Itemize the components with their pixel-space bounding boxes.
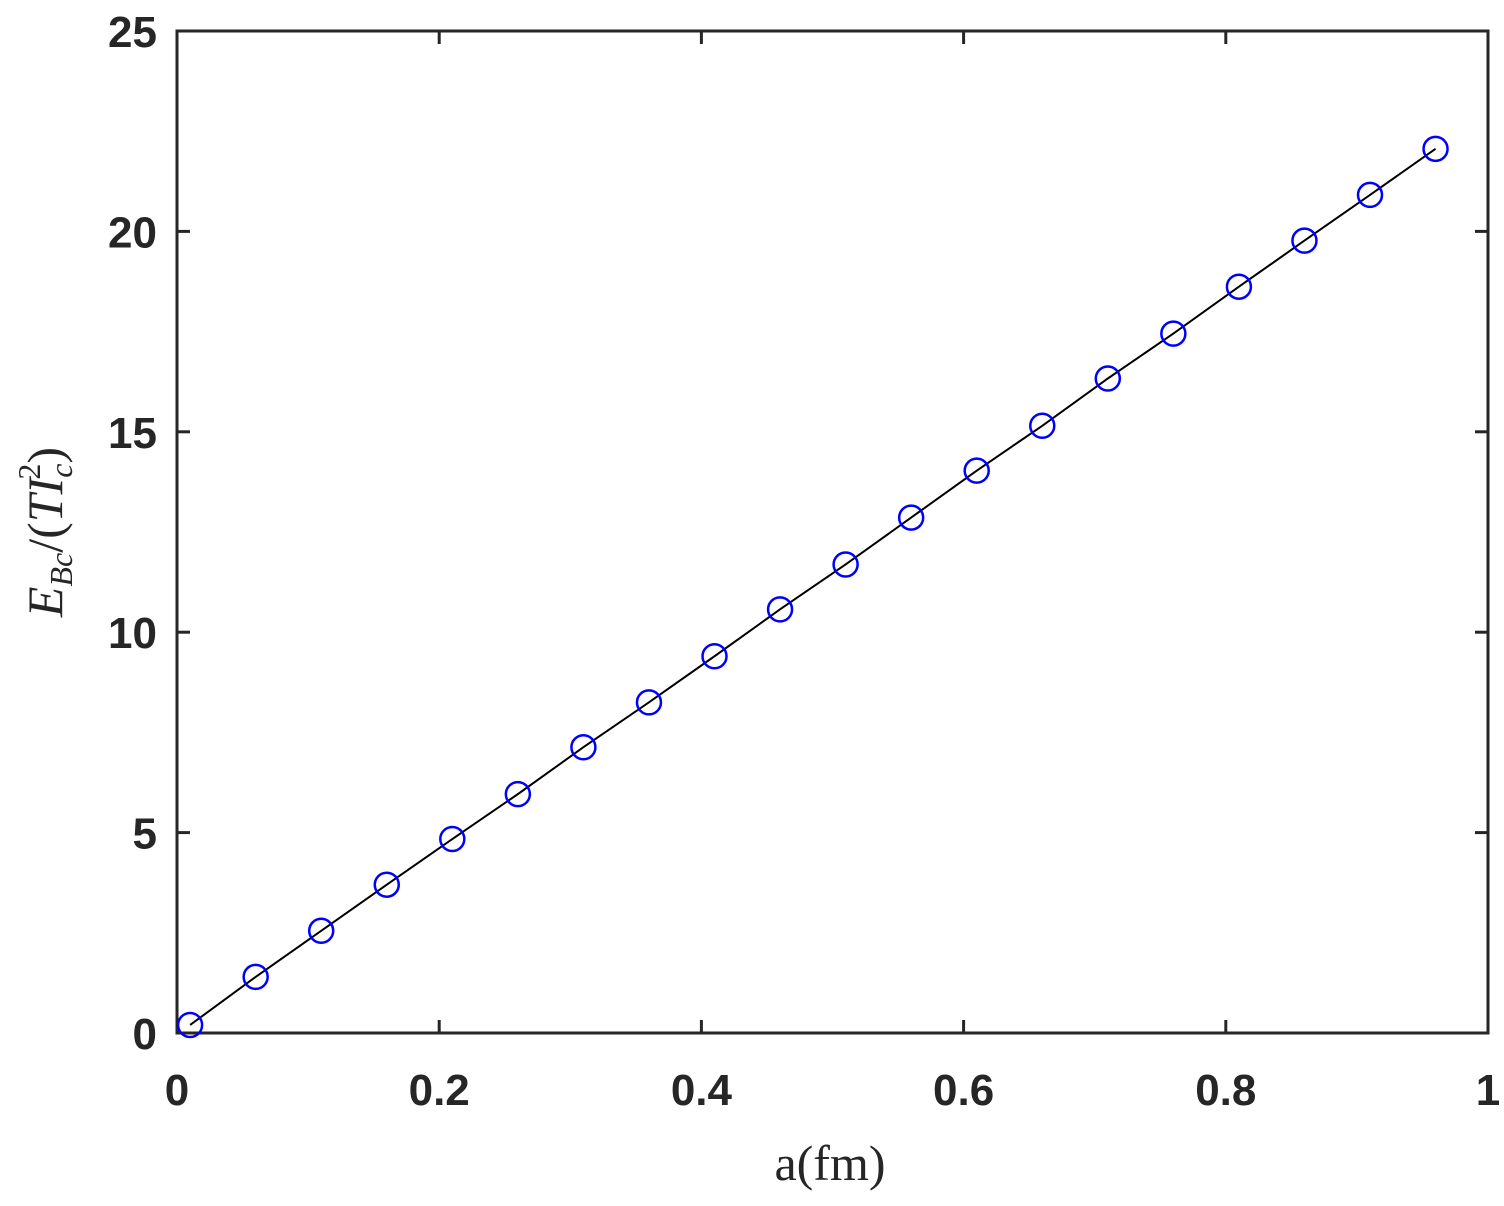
y-tick-label: 5 xyxy=(133,810,157,859)
data-point xyxy=(1225,273,1253,300)
data-point xyxy=(635,689,663,716)
data-point xyxy=(439,825,466,853)
data-point xyxy=(1291,227,1318,254)
y-tick-label: 10 xyxy=(108,609,157,658)
data-point xyxy=(373,871,401,898)
data-point xyxy=(504,780,532,808)
x-tick-label: 0.4 xyxy=(671,1066,733,1115)
x-tick-label: 0.6 xyxy=(933,1066,994,1115)
plot-area-frame xyxy=(175,29,1490,1035)
data-point xyxy=(897,504,925,531)
data-point xyxy=(1029,412,1056,440)
y-tick-label: 20 xyxy=(108,208,157,257)
data-point xyxy=(832,551,859,578)
x-tick-label: 0.2 xyxy=(409,1066,470,1115)
series-line xyxy=(189,148,1437,1026)
data-point xyxy=(1356,181,1384,209)
data-point xyxy=(242,963,269,991)
x-axis-label: a(fm) xyxy=(774,1135,885,1191)
y-tick-label: 15 xyxy=(108,409,157,458)
data-point xyxy=(570,733,597,761)
y-tick-label: 0 xyxy=(133,1010,157,1059)
y-axis-label: EBc/(TIc2) xyxy=(11,447,79,618)
data-point xyxy=(176,1011,204,1039)
x-tick-label: 0.8 xyxy=(1195,1066,1256,1115)
data-point xyxy=(1160,320,1187,347)
data-point xyxy=(1094,365,1122,392)
data-point xyxy=(307,917,335,945)
data-point xyxy=(963,457,990,484)
data-point xyxy=(766,596,794,623)
y-tick-label: 25 xyxy=(108,8,157,57)
data-point xyxy=(701,642,728,670)
data-point xyxy=(1422,135,1449,163)
x-tick-label: 1 xyxy=(1476,1066,1500,1115)
x-tick-label: 0 xyxy=(165,1066,189,1115)
